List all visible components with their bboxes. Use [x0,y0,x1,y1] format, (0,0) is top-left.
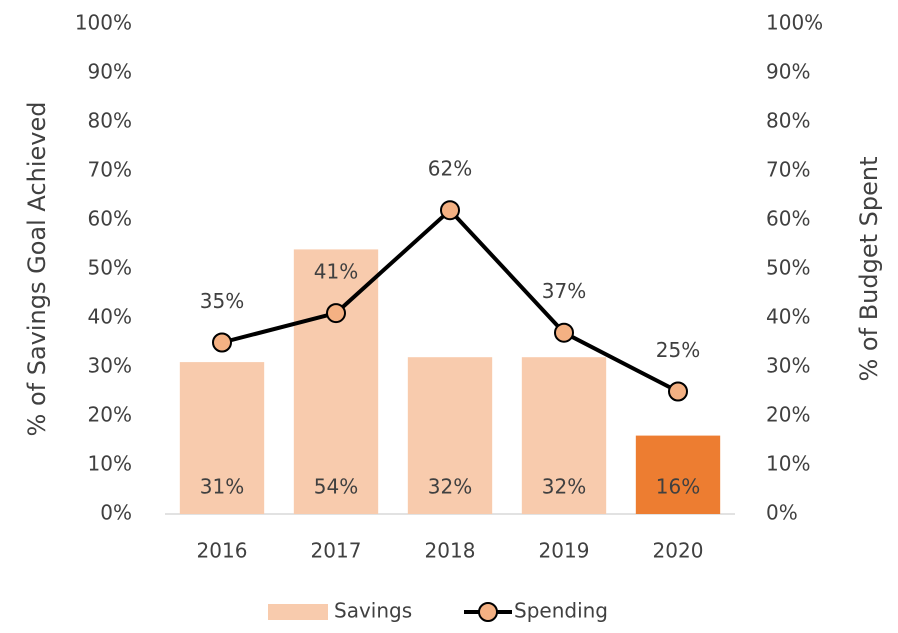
y2-tick-label: 10% [766,452,810,476]
y-tick-label: 20% [88,403,132,427]
y2-tick-label: 100% [766,11,823,35]
y2-tick-label: 70% [766,158,810,182]
bar-value-label: 31% [200,475,244,499]
y-tick-label: 10% [88,452,132,476]
x-tick-label: 2018 [425,539,476,563]
bar [293,249,379,514]
y-tick-label: 0% [100,501,132,525]
line-value-label: 25% [656,338,700,362]
y2-tick-label: 50% [766,256,810,280]
bar-value-label: 54% [314,475,358,499]
bar-value-label: 16% [656,475,700,499]
line-marker [326,303,346,324]
legend-marker [478,602,498,622]
line-marker [440,200,460,221]
bar [635,435,721,514]
line-value-label: 37% [542,279,586,303]
line-marker [668,381,688,402]
line-marker [554,322,574,343]
line-value-label: 35% [200,289,244,313]
line-value-label: 41% [314,260,358,284]
y-tick-label: 50% [88,256,132,280]
x-tick-label: 2019 [539,539,590,563]
y-axis-title: % of Savings Goal Achieved [23,102,51,437]
bar [521,357,607,514]
bar [407,357,493,514]
y-tick-label: 90% [88,60,132,84]
legend-label: Spending [514,599,608,623]
y-tick-label: 100% [75,11,132,35]
y-tick-label: 40% [88,305,132,329]
y2-tick-label: 40% [766,305,810,329]
y2-tick-label: 0% [766,501,798,525]
legend-swatch [268,604,328,620]
x-tick-label: 2016 [197,539,248,563]
x-tick-label: 2020 [653,539,704,563]
y-tick-label: 60% [88,207,132,231]
y2-tick-label: 60% [766,207,810,231]
bar-value-label: 32% [542,475,586,499]
y2-tick-label: 30% [766,354,810,378]
legend-label: Savings [334,599,412,623]
line-marker [212,332,232,353]
y2-tick-label: 90% [766,60,810,84]
line-value-label: 62% [428,157,472,181]
y2-tick-label: 80% [766,109,810,133]
y2-tick-label: 20% [766,403,810,427]
y-tick-label: 80% [88,109,132,133]
bar [179,362,265,514]
y-tick-label: 70% [88,158,132,182]
x-tick-label: 2017 [311,539,362,563]
bar-value-label: 32% [428,475,472,499]
y-tick-label: 30% [88,354,132,378]
y2-axis-title: % of Budget Spent [855,157,883,382]
